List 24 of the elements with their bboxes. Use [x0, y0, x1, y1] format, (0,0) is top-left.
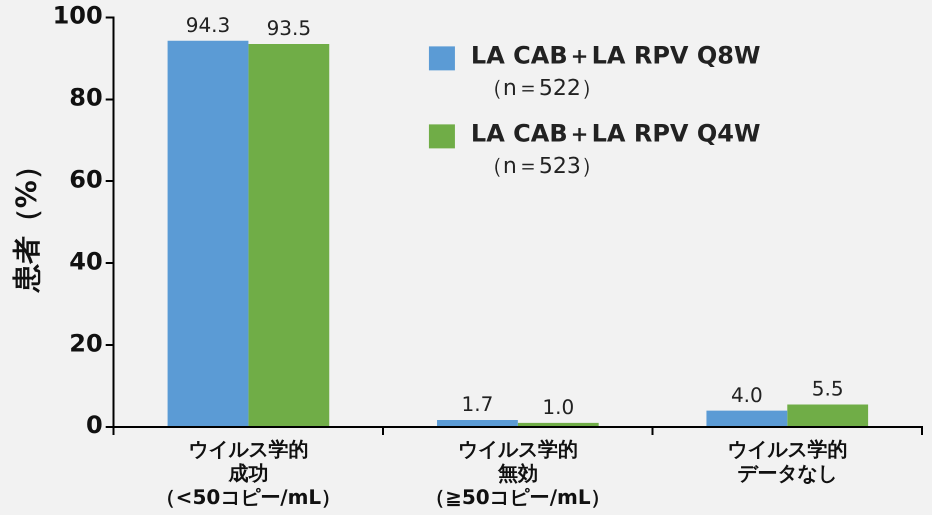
- y-tick-label: 100: [52, 2, 103, 30]
- legend-label: LA CAB＋LA RPV Q4W （n＝523）: [470, 120, 760, 180]
- legend-label: LA CAB＋LA RPV Q8W （n＝522）: [470, 42, 760, 102]
- bar: [787, 404, 868, 426]
- data-label: 5.5: [812, 376, 844, 401]
- x-tick-label: ウイルス学的無効（≧50コピー/mL）: [425, 437, 611, 510]
- data-label: 4.0: [730, 382, 763, 407]
- y-tick-label: 20: [69, 329, 103, 358]
- x-tick-label: ウイルス学的成功（<50コピー/mL）: [156, 437, 342, 510]
- bar: [518, 422, 599, 426]
- bar: [437, 420, 518, 426]
- data-label: 1.0: [542, 395, 574, 420]
- data-label: 93.5: [266, 16, 312, 40]
- y-tick-label: 80: [69, 84, 103, 112]
- y-tick-label: 40: [69, 247, 103, 276]
- x-tick-label: ウイルス学的データなし: [727, 437, 848, 486]
- y-tick-label: 60: [69, 165, 103, 194]
- bar: [248, 44, 330, 426]
- y-axis-title: 患者（%）: [10, 152, 44, 294]
- data-label: 94.3: [186, 12, 230, 37]
- y-tick-label: 0: [86, 411, 103, 440]
- bar: [168, 40, 248, 426]
- data-label: 1.7: [462, 392, 494, 416]
- bar: [706, 410, 788, 426]
